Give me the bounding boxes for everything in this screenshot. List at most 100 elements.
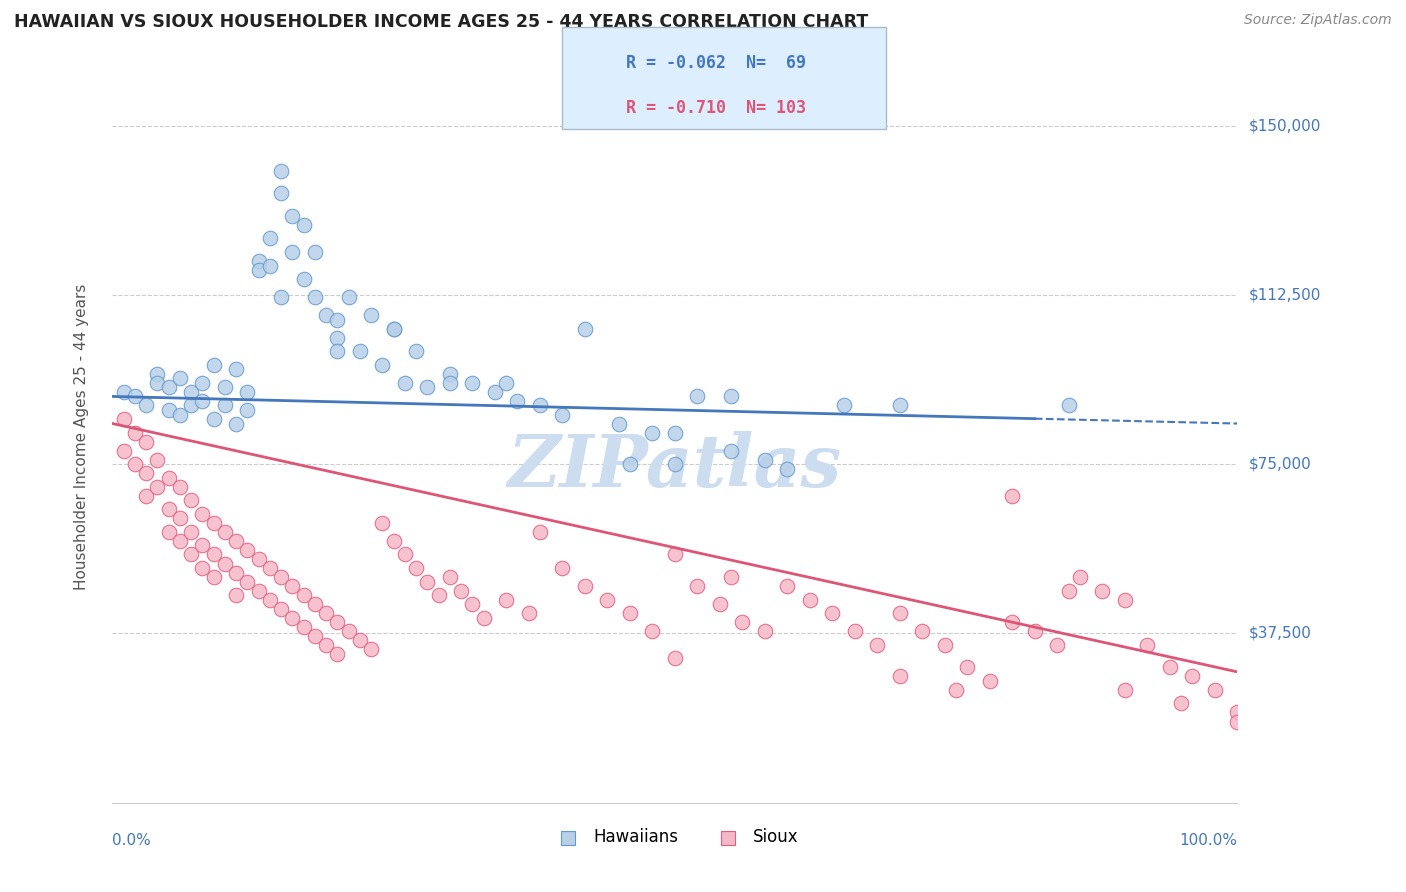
Point	[259, 592, 281, 607]
Point	[337, 290, 360, 304]
Point	[112, 443, 135, 458]
Point	[180, 493, 202, 508]
Point	[326, 331, 349, 345]
Point	[157, 471, 180, 485]
Point	[304, 244, 326, 259]
Point	[304, 629, 326, 643]
Point	[259, 259, 281, 273]
Point	[889, 606, 911, 620]
Point	[337, 624, 360, 639]
Point	[776, 461, 799, 475]
Point	[360, 308, 382, 322]
Point	[1204, 682, 1226, 697]
Point	[214, 524, 236, 539]
Y-axis label: Householder Income Ages 25 - 44 years: Householder Income Ages 25 - 44 years	[75, 284, 89, 591]
Point	[821, 606, 844, 620]
Point	[1170, 697, 1192, 711]
Point	[1226, 706, 1249, 720]
Point	[1057, 399, 1080, 413]
Point	[270, 290, 292, 304]
Point	[686, 579, 709, 593]
Point	[371, 358, 394, 372]
Point	[979, 673, 1001, 688]
Point	[157, 502, 180, 516]
Point	[191, 394, 214, 409]
Point	[315, 606, 337, 620]
Point	[157, 403, 180, 417]
Point	[169, 511, 191, 525]
Point	[1069, 570, 1091, 584]
Point	[326, 312, 349, 326]
Point	[270, 186, 292, 201]
Point	[191, 561, 214, 575]
Text: R = -0.062  N=  69: R = -0.062 N= 69	[626, 54, 806, 72]
Point	[709, 597, 731, 611]
Point	[202, 570, 225, 584]
Point	[450, 583, 472, 598]
Point	[349, 633, 371, 648]
Point	[506, 394, 529, 409]
Point	[495, 592, 517, 607]
Point	[641, 425, 664, 440]
Point	[214, 399, 236, 413]
Point	[304, 290, 326, 304]
Point	[180, 384, 202, 399]
Point	[382, 322, 405, 336]
Point	[169, 480, 191, 494]
Point	[180, 548, 202, 562]
Point	[124, 425, 146, 440]
Point	[236, 403, 259, 417]
Point	[832, 399, 855, 413]
Point	[157, 380, 180, 394]
Point	[225, 566, 247, 580]
Point	[664, 457, 686, 471]
Point	[889, 669, 911, 683]
Point	[191, 538, 214, 552]
Point	[731, 615, 754, 630]
Point	[754, 452, 776, 467]
Point	[135, 466, 157, 480]
Point	[1114, 682, 1136, 697]
Point	[247, 263, 270, 277]
Point	[439, 570, 461, 584]
Point	[889, 399, 911, 413]
Point	[574, 579, 596, 593]
Point	[259, 231, 281, 245]
Point	[844, 624, 866, 639]
Text: 0.0%: 0.0%	[112, 833, 152, 848]
Point	[664, 425, 686, 440]
Point	[225, 588, 247, 602]
Point	[270, 570, 292, 584]
Point	[484, 384, 506, 399]
Point	[866, 638, 889, 652]
Point	[517, 606, 540, 620]
Point	[439, 376, 461, 390]
Point	[281, 579, 304, 593]
Point	[146, 367, 169, 381]
Point	[225, 533, 247, 548]
Point	[214, 557, 236, 571]
Point	[236, 574, 259, 589]
Point	[720, 389, 742, 403]
Point	[247, 254, 270, 268]
Point	[619, 606, 641, 620]
Point	[945, 682, 967, 697]
Point	[326, 344, 349, 359]
Point	[1114, 592, 1136, 607]
Point	[202, 358, 225, 372]
Point	[326, 647, 349, 661]
Point	[259, 561, 281, 575]
Point	[214, 380, 236, 394]
Text: $75,000: $75,000	[1249, 457, 1312, 472]
Point	[146, 452, 169, 467]
Point	[112, 412, 135, 426]
Point	[1226, 714, 1249, 729]
Point	[135, 434, 157, 449]
Point	[292, 218, 315, 232]
Point	[529, 524, 551, 539]
Point	[1091, 583, 1114, 598]
Point	[911, 624, 934, 639]
Point	[416, 380, 439, 394]
Point	[1057, 583, 1080, 598]
Point	[225, 362, 247, 376]
